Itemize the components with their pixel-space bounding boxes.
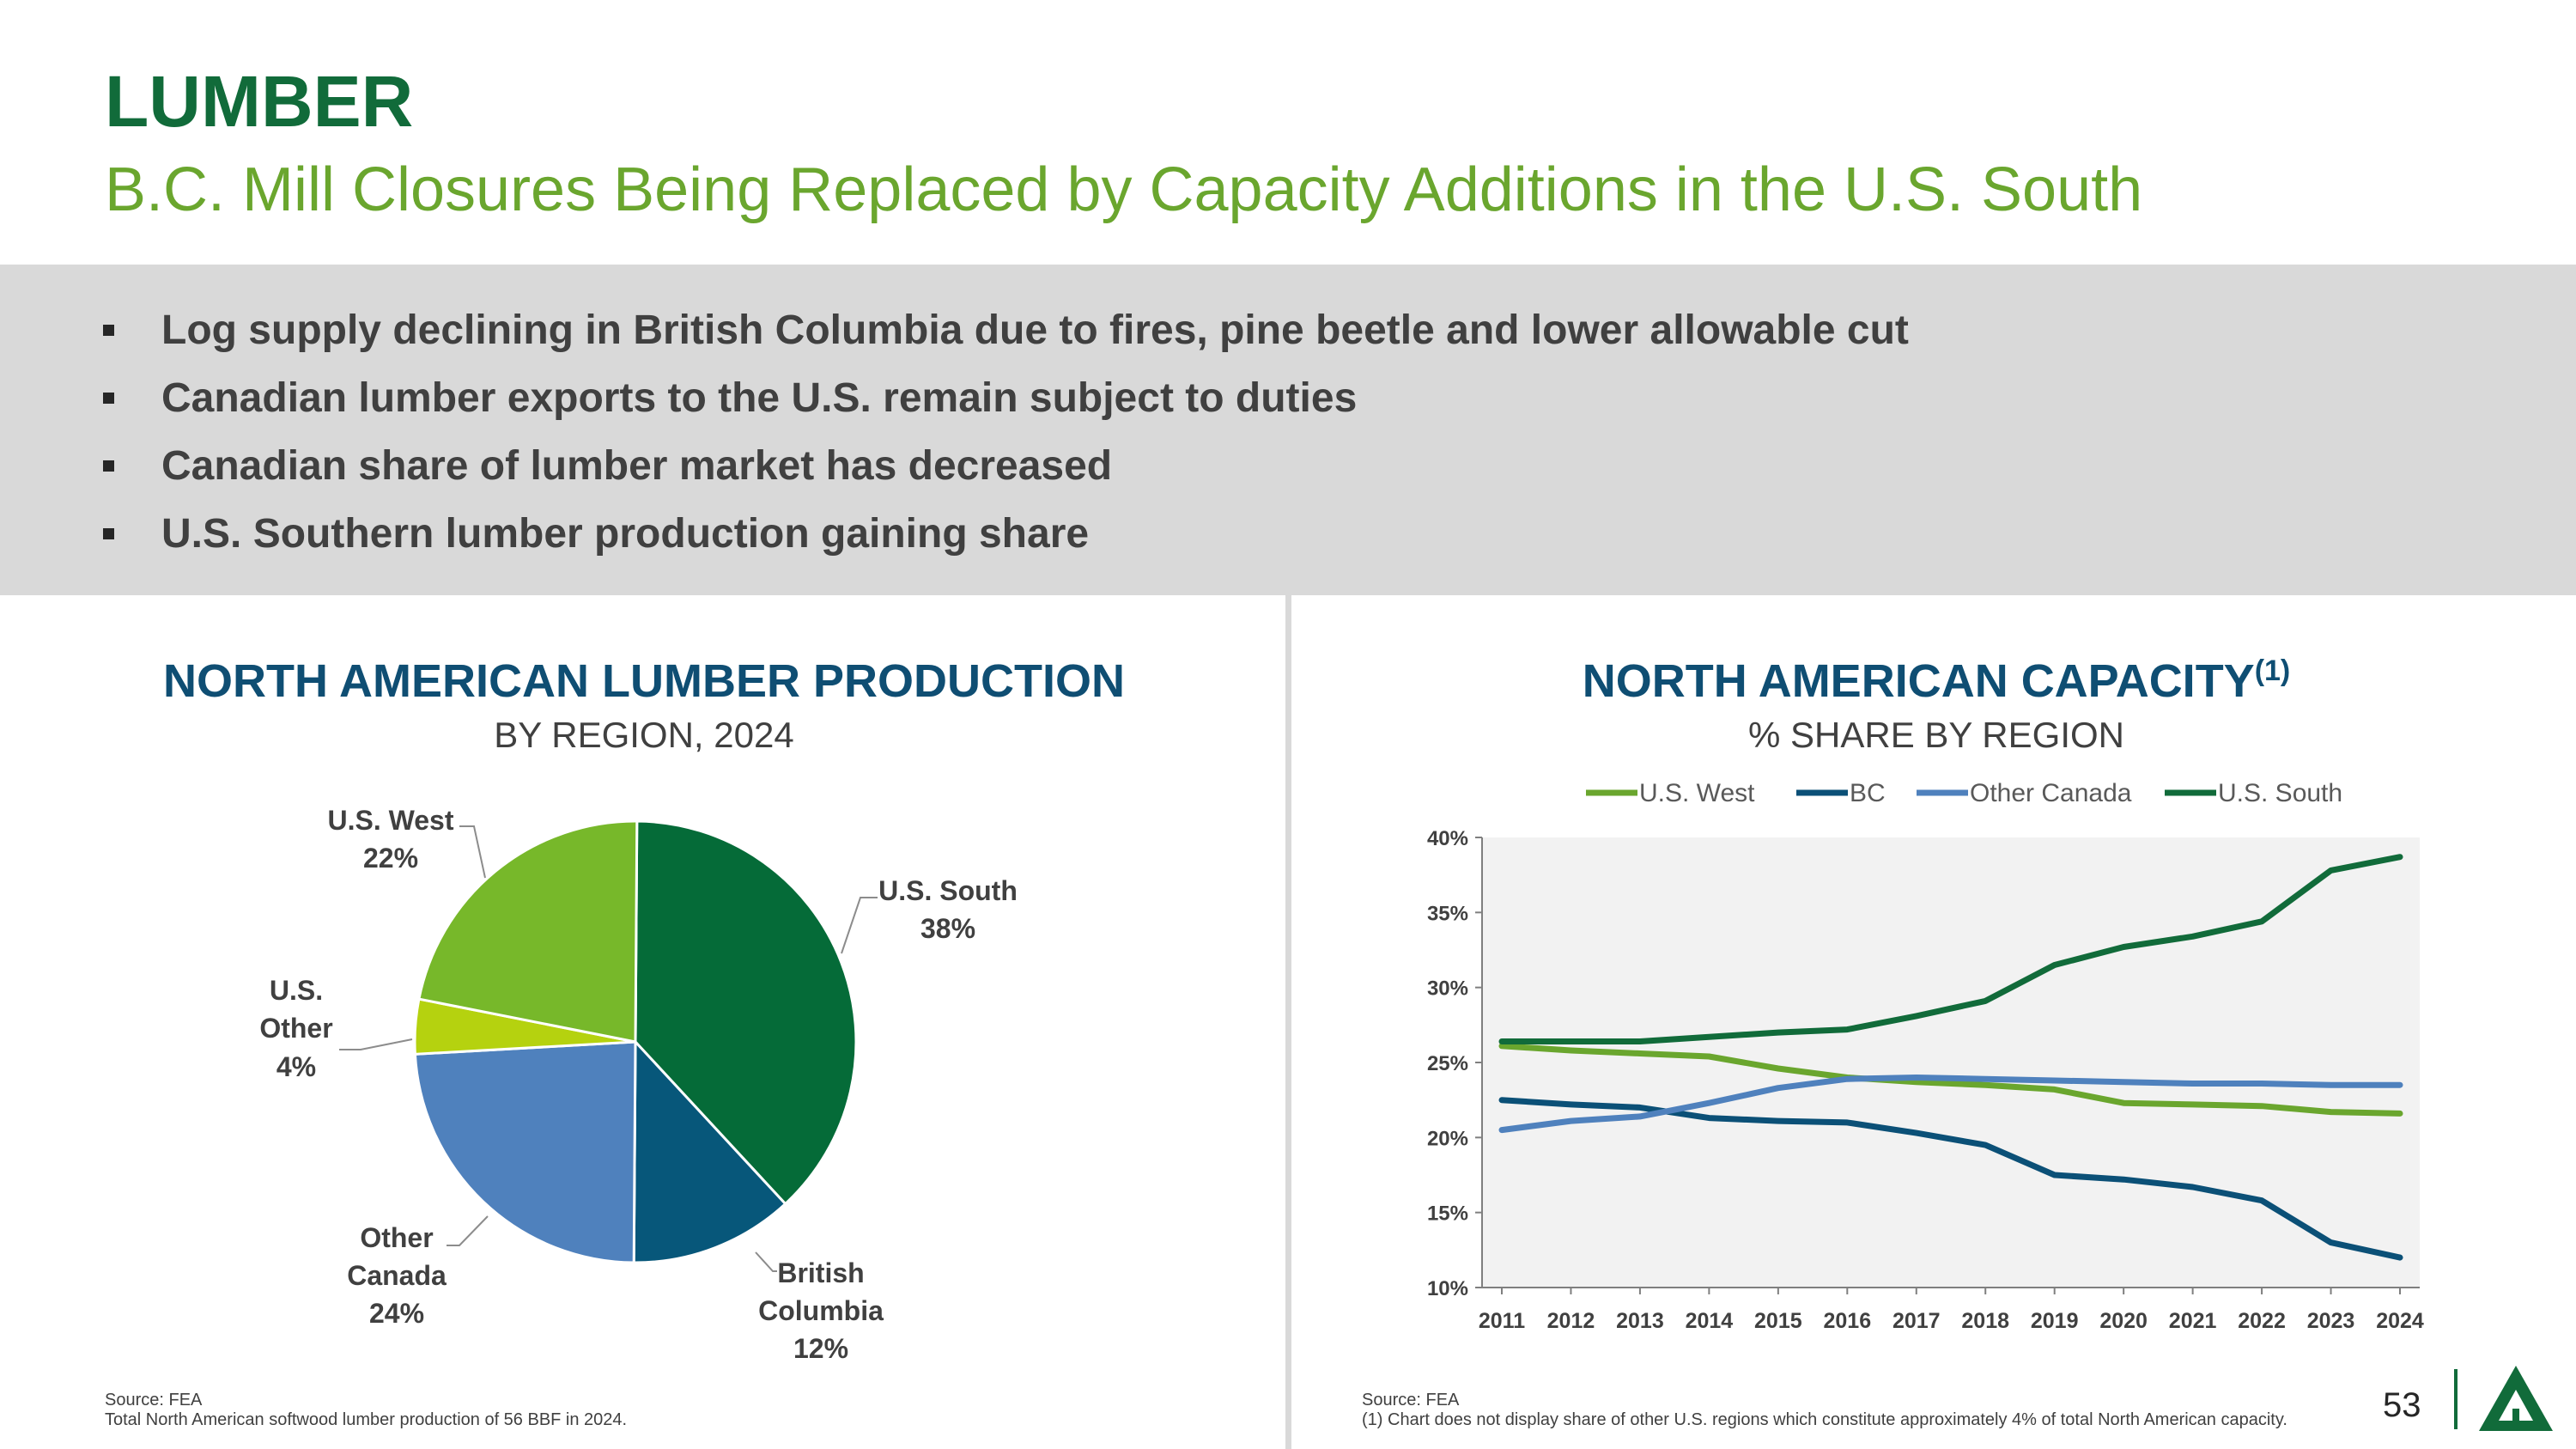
- line-chart-title-footnote-ref: (1): [2254, 654, 2291, 687]
- line-chart-title-text: NORTH AMERICAN CAPACITY: [1582, 655, 2255, 707]
- right-source: Source: FEA: [1362, 1391, 1460, 1409]
- bullet-text: Canadian lumber exports to the U.S. rema…: [161, 375, 1358, 421]
- x-tick-label: 2011: [1479, 1309, 1525, 1333]
- pie-slice-british-columbia: [632, 1038, 787, 1264]
- legend-label-u-s-west: U.S. West: [1639, 779, 1755, 807]
- left-note: Total North American softwood lumber pro…: [105, 1410, 628, 1429]
- right-note: (1) Chart does not display share of othe…: [1362, 1410, 2287, 1429]
- x-tick-label: 2019: [2031, 1309, 2079, 1333]
- y-tick-label: 35%: [1427, 902, 1468, 925]
- x-tick-label: 2013: [1616, 1309, 1664, 1333]
- plot-area: [1482, 837, 2420, 1288]
- x-tick-label: 2018: [1961, 1309, 2009, 1333]
- series-line-other-canada: [1498, 1075, 2403, 1134]
- line-chart: U.S. West BC Other Canada U.S. South 10% 15%…: [1427, 779, 2424, 1333]
- x-tick-label: 2023: [2307, 1309, 2355, 1333]
- y-tick-label: 15%: [1427, 1202, 1468, 1226]
- page-number: 53: [2383, 1386, 2421, 1424]
- pie-chart-subtitle: BY REGION, 2024: [494, 715, 794, 755]
- pie-chart-title: NORTH AMERICAN LUMBER PRODUCTION: [163, 655, 1125, 707]
- pie-slice-u-s-west: [417, 819, 639, 1044]
- line-chart-title: NORTH AMERICAN CAPACITY(1): [1340, 654, 2533, 708]
- y-tick-label: 30%: [1427, 977, 1468, 1001]
- legend-label-other-canada: Other Canada: [1970, 779, 2132, 807]
- pie-label-us-other: U.S. Other: [259, 975, 332, 1044]
- bullet-item: U.S. Southern lumber production gaining …: [103, 500, 1909, 568]
- leader-line-british-columbia: [755, 1251, 777, 1272]
- pie-label-other-canada: Other Canada: [347, 1222, 447, 1291]
- bullet-text: U.S. Southern lumber production gaining …: [161, 511, 1090, 557]
- pie-slice-u-s-south: [634, 819, 858, 1206]
- series-line-u-s-south: [1498, 854, 2403, 1044]
- pie-value-us-other: 4%: [276, 1051, 316, 1082]
- x-tick-label: 2021: [2169, 1309, 2217, 1333]
- tree-triangle-logo-icon: [2479, 1366, 2553, 1431]
- pie-label-us-west: U.S. West: [328, 805, 454, 836]
- leader-line-us-other: [339, 1038, 413, 1050]
- x-tick-label: 2016: [1823, 1309, 1871, 1333]
- series-line-u-s-west: [1498, 1043, 2403, 1117]
- legend-label-u-s-south: U.S. South: [2218, 779, 2342, 807]
- x-tick-label: 2014: [1686, 1309, 1734, 1333]
- pie-slice-other-canada: [413, 1040, 637, 1264]
- square-bullet-icon: [103, 460, 114, 472]
- pie-value-other-canada: 24%: [369, 1298, 424, 1329]
- leader-line-us-south: [841, 897, 878, 954]
- x-tick-label: 2022: [2238, 1309, 2286, 1333]
- square-bullet-icon: [103, 325, 114, 336]
- bullet-list: Log supply declining in British Columbia…: [103, 296, 1909, 568]
- y-tick-label: 20%: [1427, 1127, 1468, 1150]
- pie-value-us-west: 22%: [363, 843, 418, 874]
- pie-label-british-columbia: British Columbia: [758, 1257, 884, 1326]
- panel-divider: [1285, 595, 1291, 1449]
- bullet-item: Canadian share of lumber market has decr…: [103, 432, 1909, 500]
- x-tick-label: 2024: [2376, 1309, 2424, 1333]
- page-number-divider: [2454, 1369, 2458, 1429]
- y-tick-label: 40%: [1427, 827, 1468, 850]
- left-source: Source: FEA: [105, 1391, 203, 1409]
- page-subtitle: B.C. Mill Closures Being Replaced by Cap…: [105, 155, 2143, 224]
- y-tick-label: 25%: [1427, 1052, 1468, 1075]
- bullet-text: Log supply declining in British Columbia…: [161, 307, 1909, 353]
- line-chart-subtitle: % SHARE BY REGION: [1747, 715, 2124, 755]
- square-bullet-icon: [103, 528, 114, 539]
- page-title: LUMBER: [105, 61, 414, 142]
- series-line-bc: [1498, 1097, 2403, 1261]
- pie-label-us-south: U.S. South: [878, 875, 1018, 906]
- y-tick-label: 10%: [1427, 1277, 1468, 1300]
- bullet-item: Log supply declining in British Columbia…: [103, 296, 1909, 364]
- pie-value-us-south: 38%: [920, 913, 975, 944]
- pie-chart: U.S. South 38% British Columbia 12% Other…: [259, 805, 1018, 1364]
- leader-line-other-canada: [447, 1215, 489, 1246]
- x-tick-label: 2017: [1893, 1309, 1941, 1333]
- bullet-item: Canadian lumber exports to the U.S. rema…: [103, 364, 1909, 432]
- x-tick-label: 2012: [1547, 1309, 1595, 1333]
- legend-label-bc: BC: [1850, 779, 1886, 807]
- bullet-band: [0, 265, 2576, 595]
- x-tick-label: 2015: [1754, 1309, 1802, 1333]
- pie-value-british-columbia: 12%: [793, 1333, 848, 1364]
- bullet-text: Canadian share of lumber market has decr…: [161, 443, 1113, 489]
- leader-line-us-west: [459, 825, 486, 879]
- square-bullet-icon: [103, 393, 114, 404]
- x-tick-label: 2020: [2099, 1309, 2148, 1333]
